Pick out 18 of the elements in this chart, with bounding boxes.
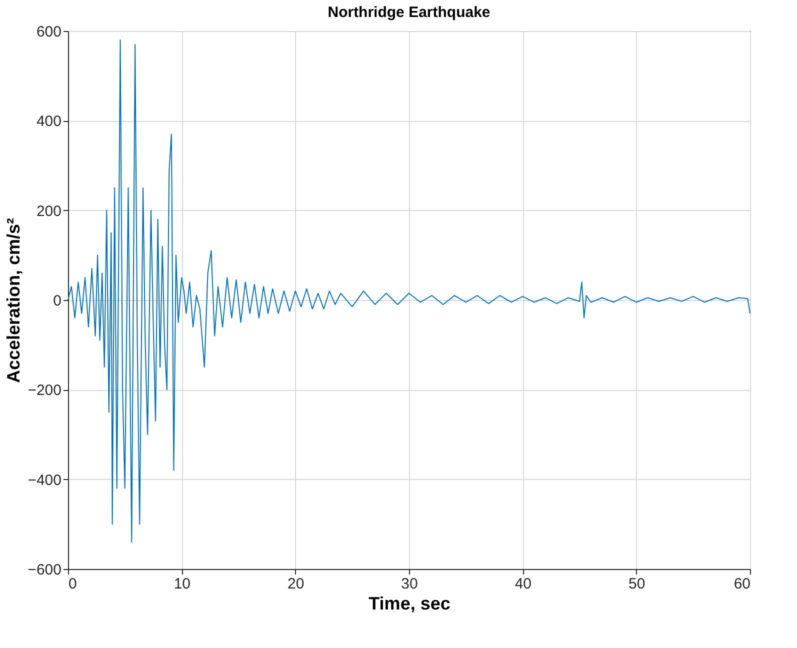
y-tick-label: 400 xyxy=(36,113,62,130)
x-tick-label: 20 xyxy=(287,576,304,592)
y-axis-title: Acceleration, cm/s² xyxy=(4,218,24,384)
x-tick-label: 30 xyxy=(401,576,418,592)
x-axis-title: Time, sec xyxy=(368,594,450,614)
y-tick-label: −200 xyxy=(28,382,62,400)
x-tick-label: 0 xyxy=(68,576,77,592)
y-tick-label: 600 xyxy=(36,24,62,40)
x-tick-label: 50 xyxy=(628,576,646,592)
x-tick-label: 40 xyxy=(514,576,532,592)
x-tick-label: 10 xyxy=(174,576,191,592)
line-series xyxy=(68,39,750,543)
chart-title: Northridge Earthquake xyxy=(328,4,490,21)
y-tick-label: 0 xyxy=(53,292,62,310)
y-tick-label: −600 xyxy=(28,562,62,578)
x-tick-label: 60 xyxy=(734,576,750,592)
y-tick-label: 200 xyxy=(36,202,62,220)
y-tick-label: −400 xyxy=(28,472,62,489)
